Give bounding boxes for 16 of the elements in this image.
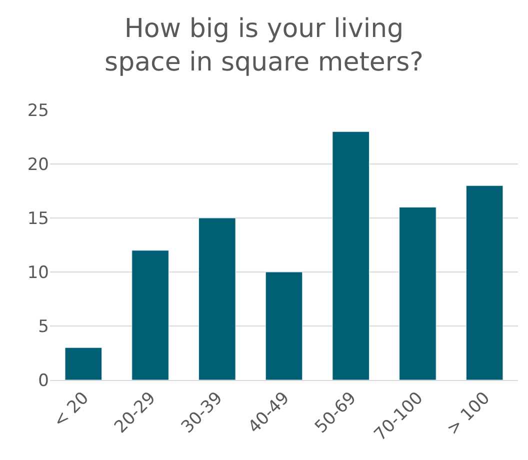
x-tick-label: < 20: [50, 388, 93, 432]
y-tick-label: 0: [38, 370, 49, 391]
bar: [132, 250, 169, 380]
y-tick-label: 5: [38, 316, 49, 337]
bar: [198, 218, 236, 380]
bar: [399, 206, 436, 380]
bar: [64, 347, 102, 380]
chart-title: How big is your living space in square meters?: [104, 14, 424, 78]
y-tick-label: 10: [27, 262, 49, 283]
bar: [466, 185, 504, 380]
y-tick-label: 20: [27, 154, 49, 175]
bar: [332, 131, 370, 380]
y-tick-label: 25: [27, 100, 49, 121]
x-tick-label: > 100: [443, 388, 494, 440]
bar: [265, 272, 303, 380]
y-tick-label: 15: [27, 208, 49, 229]
